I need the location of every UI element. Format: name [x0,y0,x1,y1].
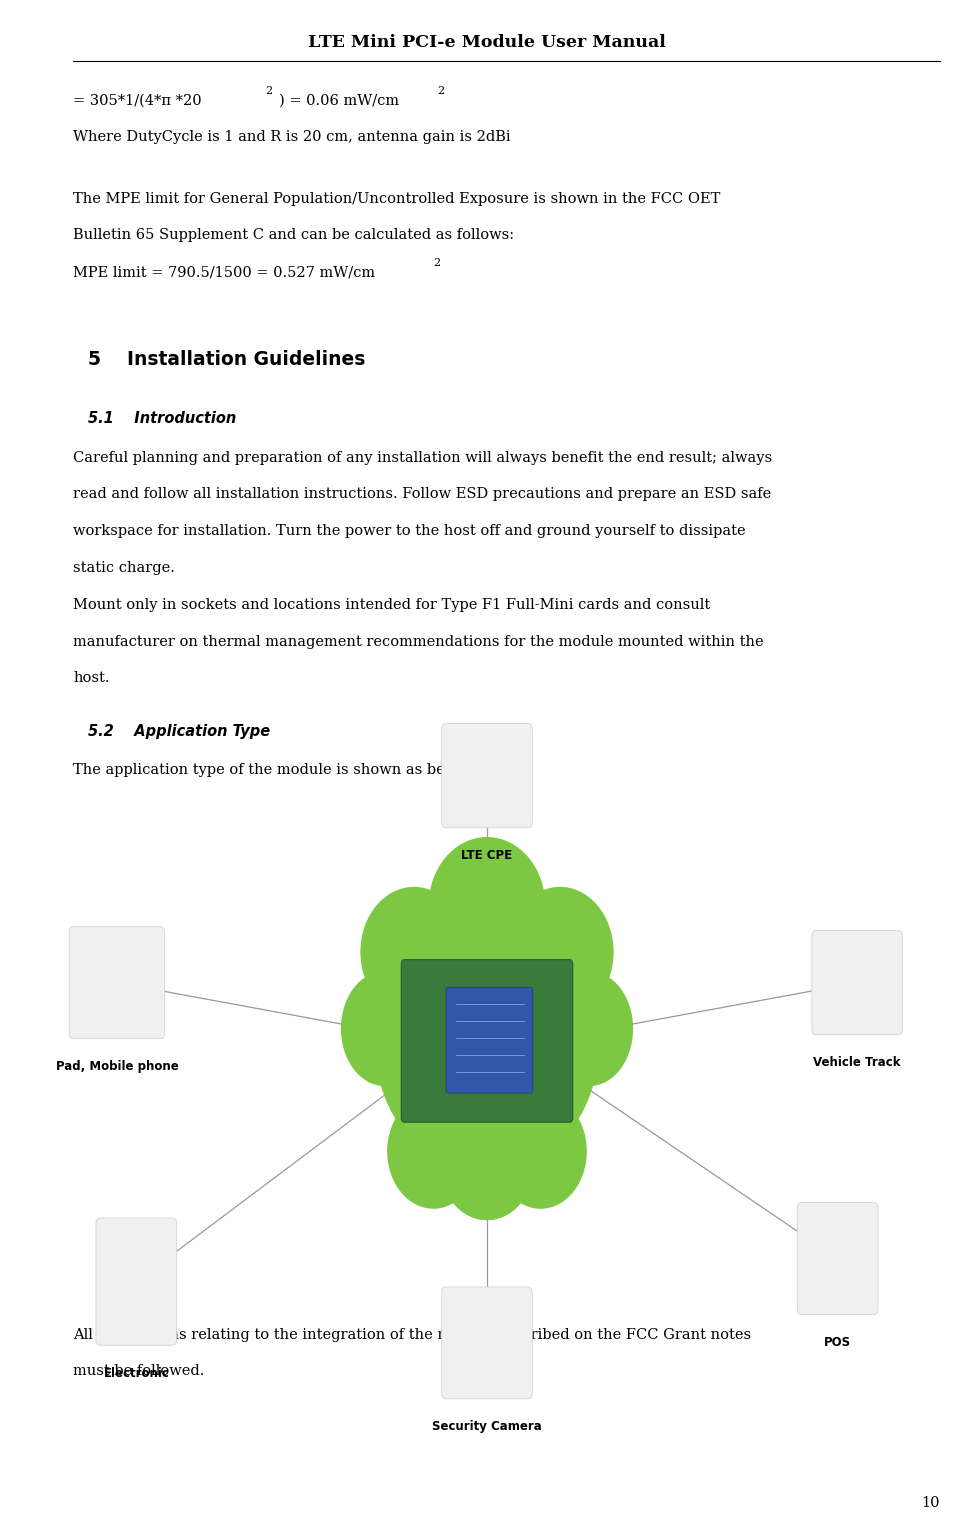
Text: must be followed.: must be followed. [73,1364,205,1378]
FancyBboxPatch shape [812,931,902,1035]
Ellipse shape [341,972,429,1087]
Text: read and follow all installation instructions. Follow ESD precautions and prepar: read and follow all installation instruc… [73,487,771,501]
FancyBboxPatch shape [798,1203,879,1315]
FancyBboxPatch shape [442,724,532,828]
Text: Electronic: Electronic [103,1367,169,1380]
FancyBboxPatch shape [442,1288,532,1400]
Text: Security Camera: Security Camera [432,1421,542,1433]
Text: workspace for installation. Turn the power to the host off and ground yourself t: workspace for installation. Turn the pow… [73,524,746,538]
Text: The application type of the module is shown as bellow:: The application type of the module is sh… [73,763,480,777]
Text: The MPE limit for General Population/Uncontrolled Exposure is shown in the FCC O: The MPE limit for General Population/Unc… [73,192,721,205]
Text: LTE CPE: LTE CPE [462,849,512,862]
Text: Vehicle Track: Vehicle Track [813,1056,901,1069]
Text: MPE limit = 790.5/1500 = 0.527 mW/cm: MPE limit = 790.5/1500 = 0.527 mW/cm [73,265,375,279]
Text: host.: host. [73,671,109,685]
Text: Mount only in sockets and locations intended for Type F1 Full-Mini cards and con: Mount only in sockets and locations inte… [73,598,710,612]
Text: 2: 2 [437,86,444,97]
Text: Where DutyCycle is 1 and R is 20 cm, antenna gain is 2dBi: Where DutyCycle is 1 and R is 20 cm, ant… [73,130,510,144]
Ellipse shape [506,888,614,1018]
Text: 5    Installation Guidelines: 5 Installation Guidelines [88,350,365,368]
Text: ) = 0.06 mW/cm: ) = 0.06 mW/cm [279,94,398,107]
Text: static charge.: static charge. [73,561,175,575]
Text: 2: 2 [433,258,440,268]
Text: 10: 10 [921,1496,940,1510]
Text: All instructions relating to the integration of the module described on the FCC : All instructions relating to the integra… [73,1328,751,1341]
Text: 2: 2 [265,86,272,97]
Ellipse shape [429,837,545,975]
Text: POS: POS [824,1337,851,1349]
Ellipse shape [440,1113,534,1220]
Text: Bulletin 65 Supplement C and can be calculated as follows:: Bulletin 65 Supplement C and can be calc… [73,228,514,242]
Ellipse shape [360,888,468,1018]
Text: Pad, Mobile phone: Pad, Mobile phone [56,1061,178,1073]
Ellipse shape [387,1095,479,1210]
FancyBboxPatch shape [446,987,533,1093]
FancyBboxPatch shape [401,960,573,1122]
Ellipse shape [545,972,633,1087]
Text: manufacturer on thermal management recommendations for the module mounted within: manufacturer on thermal management recom… [73,635,764,648]
Text: 5.1    Introduction: 5.1 Introduction [88,411,236,426]
Text: 5.2    Application Type: 5.2 Application Type [88,724,270,739]
Text: LTE Mini PCI-e Module User Manual: LTE Mini PCI-e Module User Manual [308,34,666,51]
FancyBboxPatch shape [69,927,165,1039]
Text: Careful planning and preparation of any installation will always benefit the end: Careful planning and preparation of any … [73,451,772,464]
Text: = 305*1/(4*π *20: = 305*1/(4*π *20 [73,94,202,107]
Ellipse shape [495,1095,586,1210]
FancyBboxPatch shape [95,1219,177,1346]
Ellipse shape [375,914,599,1174]
